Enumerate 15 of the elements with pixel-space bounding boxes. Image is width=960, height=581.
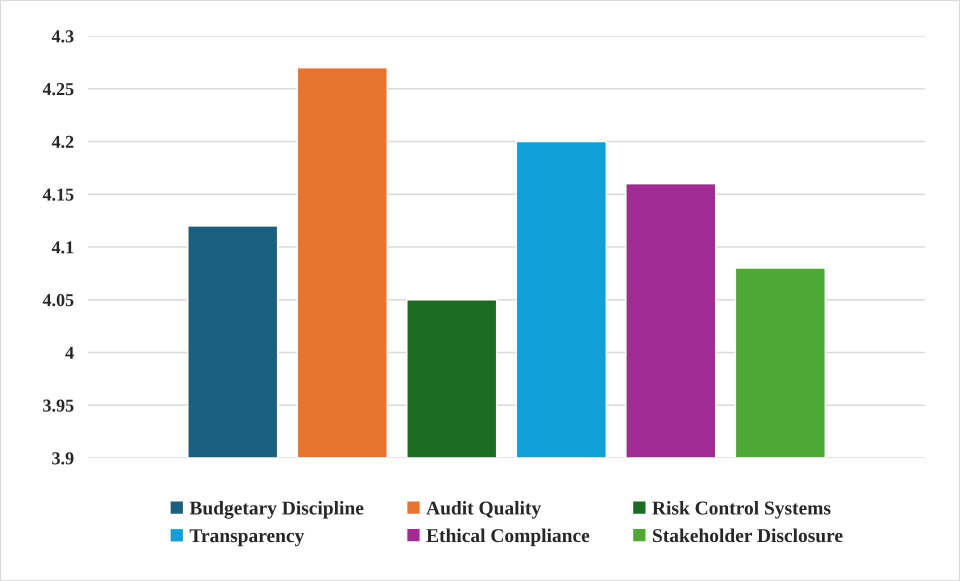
legend-label: Budgetary Discipline (190, 500, 364, 519)
y-tick-label: 4.05 (42, 294, 74, 306)
legend-label: Audit Quality (426, 500, 541, 519)
y-tick-label: 4.15 (42, 188, 74, 201)
y-tick-label: 4.1 (52, 241, 74, 254)
y-tick-label: 4 (65, 346, 74, 359)
y-tick-label: 3.9 (52, 452, 74, 465)
y-tick-label: 4.2 (52, 136, 74, 148)
legend-label: Ethical Compliance (426, 528, 590, 546)
legend-label: Risk Control Systems (652, 500, 830, 519)
y-tick-label: 4.3 (52, 30, 74, 43)
legend-label: Stakeholder Disclosure (653, 528, 843, 542)
legend-label: Transparency (190, 529, 304, 546)
y-tick-label: 4.25 (42, 83, 74, 96)
y-tick-label: 3.95 (43, 400, 74, 412)
